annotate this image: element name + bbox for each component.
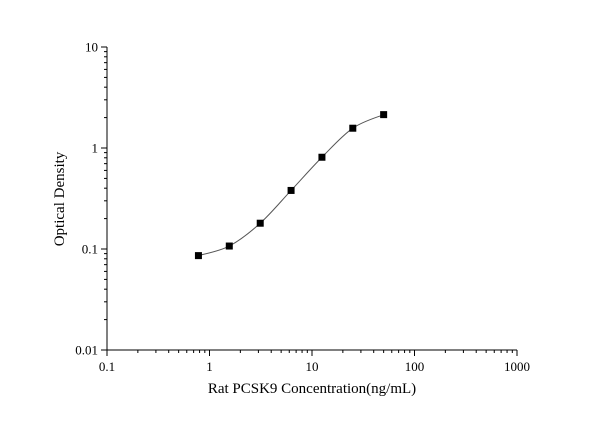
- data-point-marker: [225, 242, 233, 250]
- x-tick-label: 0.1: [99, 359, 115, 374]
- data-point-marker: [349, 124, 357, 132]
- y-tick-label: 1: [92, 141, 99, 156]
- x-axis-label: Rat PCSK9 Concentration(ng/mL): [208, 381, 416, 397]
- data-point-marker: [318, 153, 326, 161]
- x-tick-label: 10: [306, 359, 319, 374]
- x-tick-label: 100: [405, 359, 425, 374]
- x-tick-label: 1: [206, 359, 213, 374]
- y-axis-label: Optical Density: [52, 151, 68, 246]
- fit-curve: [198, 114, 384, 257]
- series-lines: [198, 114, 384, 257]
- data-point-marker: [256, 219, 264, 227]
- data-point-marker: [287, 186, 295, 194]
- data-points: [194, 111, 388, 260]
- data-point-marker: [380, 111, 388, 119]
- x-tick-label: 1000: [504, 359, 530, 374]
- data-point-marker: [194, 252, 202, 260]
- y-tick-label: 0.01: [75, 343, 98, 358]
- axes: [106, 47, 517, 351]
- y-tick-label: 0.1: [82, 242, 98, 257]
- y-tick-label: 10: [85, 40, 98, 55]
